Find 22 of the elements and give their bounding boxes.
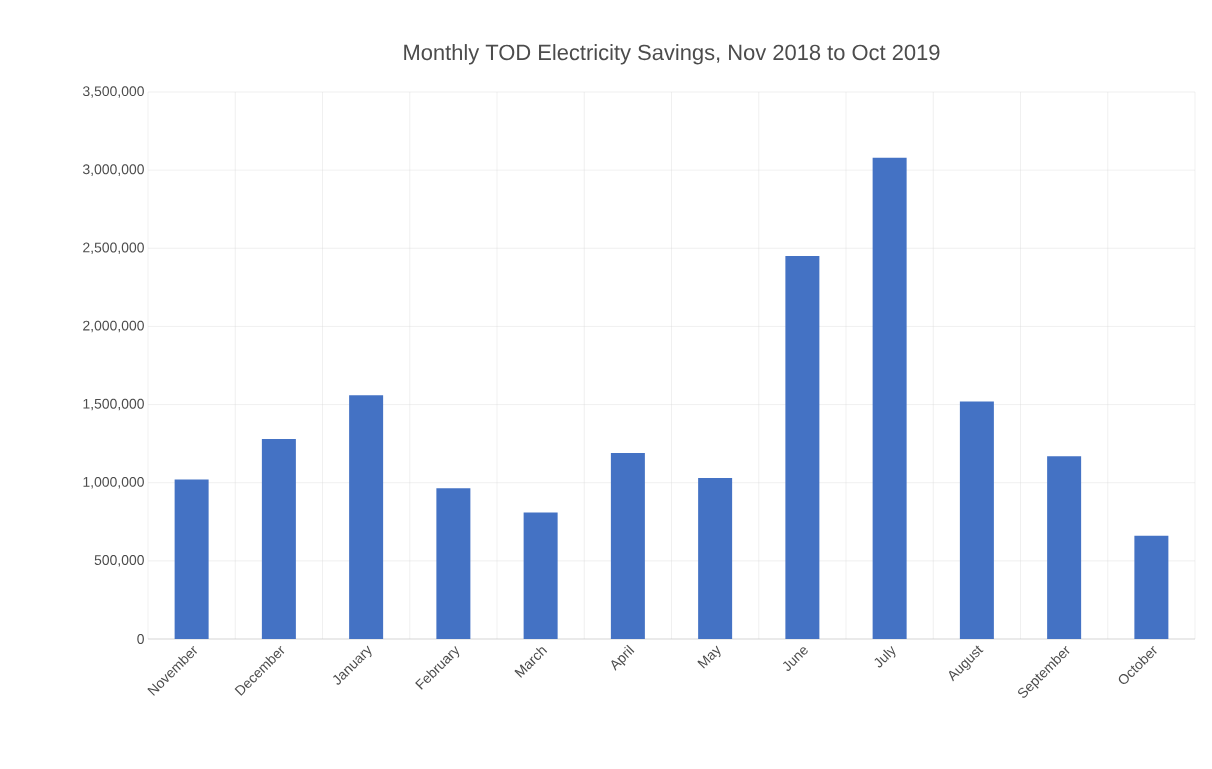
bar [785, 256, 820, 639]
chart-title: Monthly TOD Electricity Savings, Nov 2018 to Oct 2019 [404, 44, 940, 65]
bar [1134, 535, 1169, 639]
y-tick-label: 2,000,000 [83, 320, 144, 333]
y-tick-label: 2,500,000 [83, 242, 144, 255]
bar [174, 479, 209, 639]
y-tick-label: 3,000,000 [82, 164, 144, 176]
bar [349, 395, 384, 639]
x-tick-label: July [874, 645, 896, 668]
y-tick-label: 500,000 [94, 555, 144, 567]
y-tick-label: 3,500,000 [82, 86, 144, 98]
bar [261, 438, 296, 639]
bar [610, 453, 645, 639]
y-tick-label: 1,000,000 [83, 476, 144, 489]
y-tick-label: 1,500,000 [83, 398, 144, 411]
bar [698, 478, 733, 639]
bar [523, 512, 558, 639]
bar [436, 488, 471, 639]
bar [872, 157, 907, 639]
bar [959, 401, 994, 639]
bar [1047, 456, 1082, 639]
y-tick-label: 0 [137, 634, 144, 644]
